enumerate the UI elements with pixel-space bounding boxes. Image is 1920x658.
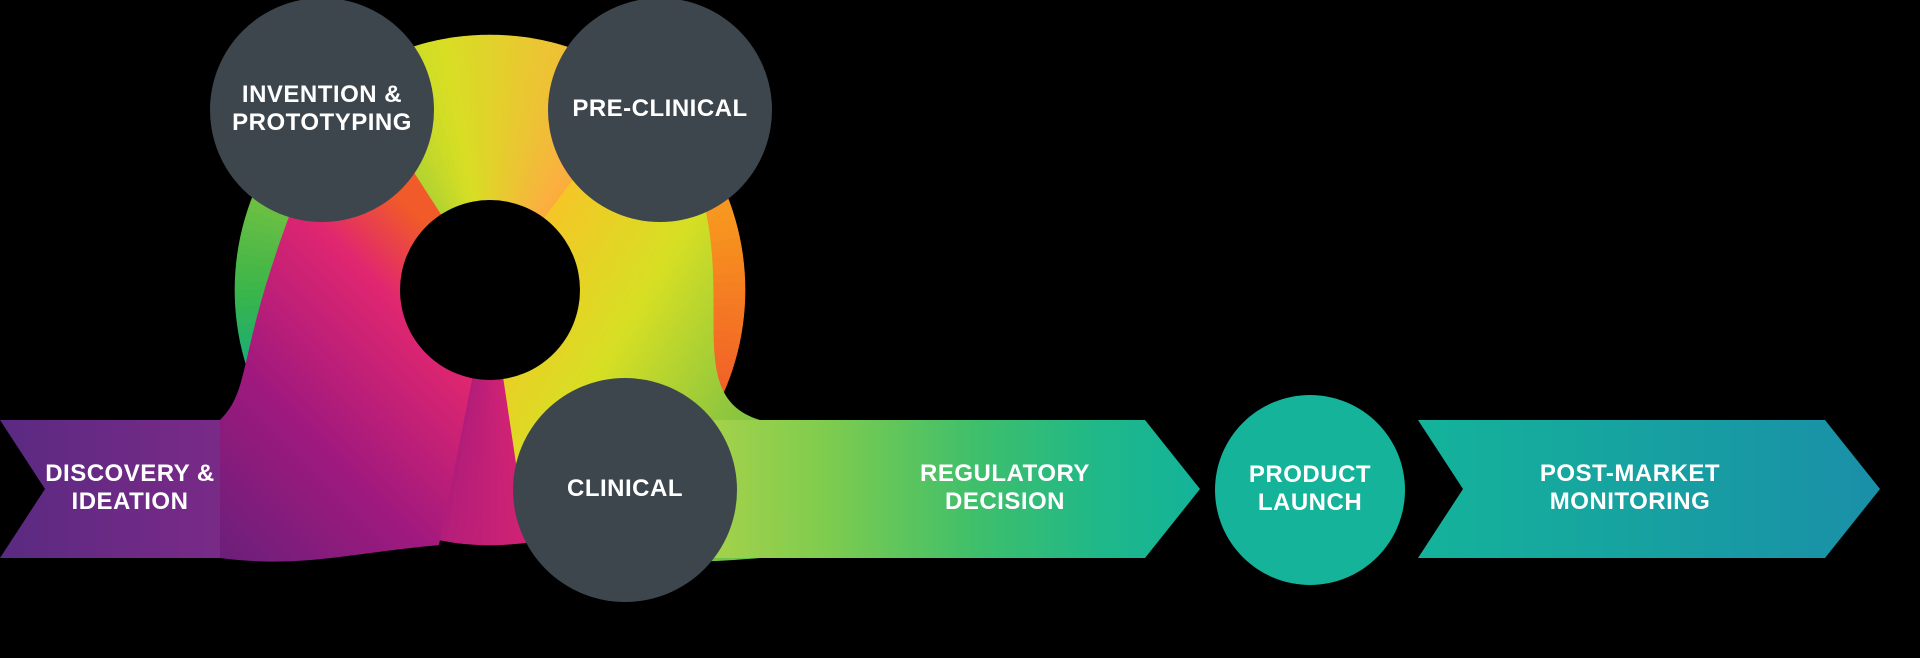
cycle-center-hole bbox=[400, 200, 580, 380]
preclinical-label: PRE-CLINICAL bbox=[572, 95, 747, 122]
clinical-label: CLINICAL bbox=[567, 475, 683, 502]
regulatory-label: REGULATORYDECISION bbox=[920, 460, 1090, 515]
product-launch-label: PRODUCTLAUNCH bbox=[1249, 461, 1371, 516]
postmarket-label: POST-MARKETMONITORING bbox=[1540, 460, 1720, 515]
invention-label: INVENTION &PROTOTYPING bbox=[232, 81, 412, 136]
